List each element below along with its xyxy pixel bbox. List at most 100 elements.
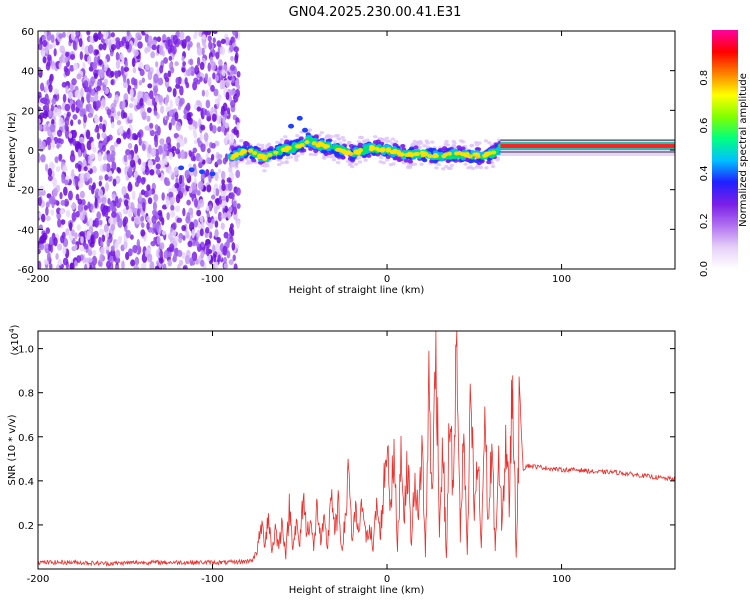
noise-speckle	[220, 38, 226, 45]
ridge-blob	[413, 145, 419, 150]
haze-speckle	[483, 139, 489, 143]
noise-speckle	[86, 171, 91, 180]
noise-speckle	[76, 255, 82, 263]
noise-speckle	[108, 175, 113, 182]
noise-speckle	[75, 193, 80, 201]
ridge-blob	[253, 146, 259, 151]
noise-speckle	[101, 208, 107, 215]
noise-speckle	[42, 56, 47, 64]
noise-speckle	[123, 239, 128, 250]
noise-speckle	[134, 143, 139, 154]
haze-speckle	[484, 166, 489, 170]
noise-speckle	[46, 31, 52, 41]
noise-speckle	[149, 129, 155, 137]
haze-speckle	[264, 161, 269, 166]
haze-speckle	[262, 164, 268, 168]
noise-speckle	[225, 91, 230, 101]
noise-speckle	[188, 163, 193, 169]
noise-speckle	[58, 33, 64, 39]
noise-speckle	[178, 237, 183, 243]
noise-speckle	[140, 189, 146, 196]
noise-speckle	[205, 227, 210, 234]
noise-speckle	[193, 132, 198, 139]
noise-speckle	[100, 246, 106, 255]
noise-speckle	[39, 112, 45, 119]
noise-speckle	[98, 219, 103, 226]
haze-speckle	[299, 152, 305, 156]
noise-speckle	[233, 263, 238, 269]
noise-speckle	[66, 111, 71, 118]
noise-speckle	[215, 74, 219, 82]
noise-speckle	[174, 182, 180, 189]
ridge-blob	[288, 123, 295, 129]
ridge-blob	[319, 142, 325, 147]
noise-speckle	[229, 223, 234, 230]
noise-speckle	[86, 31, 91, 36]
noise-speckle	[102, 84, 106, 92]
noise-speckle	[45, 215, 51, 222]
noise-speckle	[204, 108, 208, 116]
noise-speckle	[211, 244, 216, 254]
noise-speckle	[133, 37, 139, 47]
noise-speckle	[107, 198, 111, 205]
noise-speckle	[111, 150, 116, 157]
noise-speckle	[61, 176, 66, 184]
noise-speckle	[191, 182, 197, 191]
noise-speckle	[47, 54, 52, 62]
noise-speckle	[217, 254, 221, 262]
noise-speckle	[196, 46, 203, 56]
noise-speckle	[102, 123, 106, 133]
haze-speckle	[380, 137, 385, 141]
noise-speckle	[215, 188, 220, 197]
noise-speckle	[220, 109, 225, 116]
noise-speckle	[217, 93, 222, 102]
noise-speckle	[236, 203, 241, 209]
noise-speckle	[127, 248, 133, 257]
ridge-blob	[398, 152, 405, 157]
ridge-blob	[403, 158, 409, 163]
noise-speckle	[105, 163, 111, 173]
noise-speckle	[186, 112, 192, 122]
noise-speckle	[129, 234, 134, 240]
noise-speckle	[193, 219, 199, 228]
noise-speckle	[206, 31, 212, 36]
ridge-blob	[311, 141, 317, 146]
ridge-blob	[372, 140, 379, 145]
noise-speckle	[181, 55, 185, 62]
noise-speckle	[200, 124, 206, 131]
noise-speckle	[115, 37, 121, 43]
noise-speckle	[169, 210, 176, 218]
noise-speckle	[214, 220, 219, 228]
noise-speckle	[128, 166, 133, 176]
noise-speckle	[150, 51, 156, 59]
noise-speckle	[53, 88, 59, 95]
noise-speckle	[193, 198, 199, 208]
noise-speckle	[196, 209, 202, 217]
noise-speckle	[90, 234, 95, 244]
noise-speckle	[83, 205, 88, 211]
noise-speckle	[200, 143, 206, 153]
noise-speckle	[169, 243, 175, 252]
y-tick-label: 20	[21, 106, 34, 117]
noise-speckle	[217, 153, 223, 159]
noise-speckle	[199, 215, 204, 223]
noise-speckle	[108, 39, 112, 50]
haze-speckle	[463, 162, 468, 166]
noise-speckle	[205, 99, 211, 109]
noise-speckle	[50, 195, 56, 204]
noise-speckle	[79, 211, 85, 222]
noise-speckle	[155, 163, 161, 170]
noise-speckle	[45, 227, 50, 234]
noise-speckle	[44, 102, 50, 111]
noise-speckle	[182, 61, 186, 67]
noise-speckle	[54, 156, 59, 164]
noise-speckle	[214, 243, 221, 254]
noise-speckle	[109, 255, 115, 264]
noise-speckle	[236, 220, 241, 229]
noise-speckle	[132, 66, 137, 74]
noise-speckle	[196, 56, 201, 67]
noise-speckle	[133, 152, 138, 162]
ridge-blob	[443, 152, 449, 157]
ridge-blob	[305, 136, 311, 141]
